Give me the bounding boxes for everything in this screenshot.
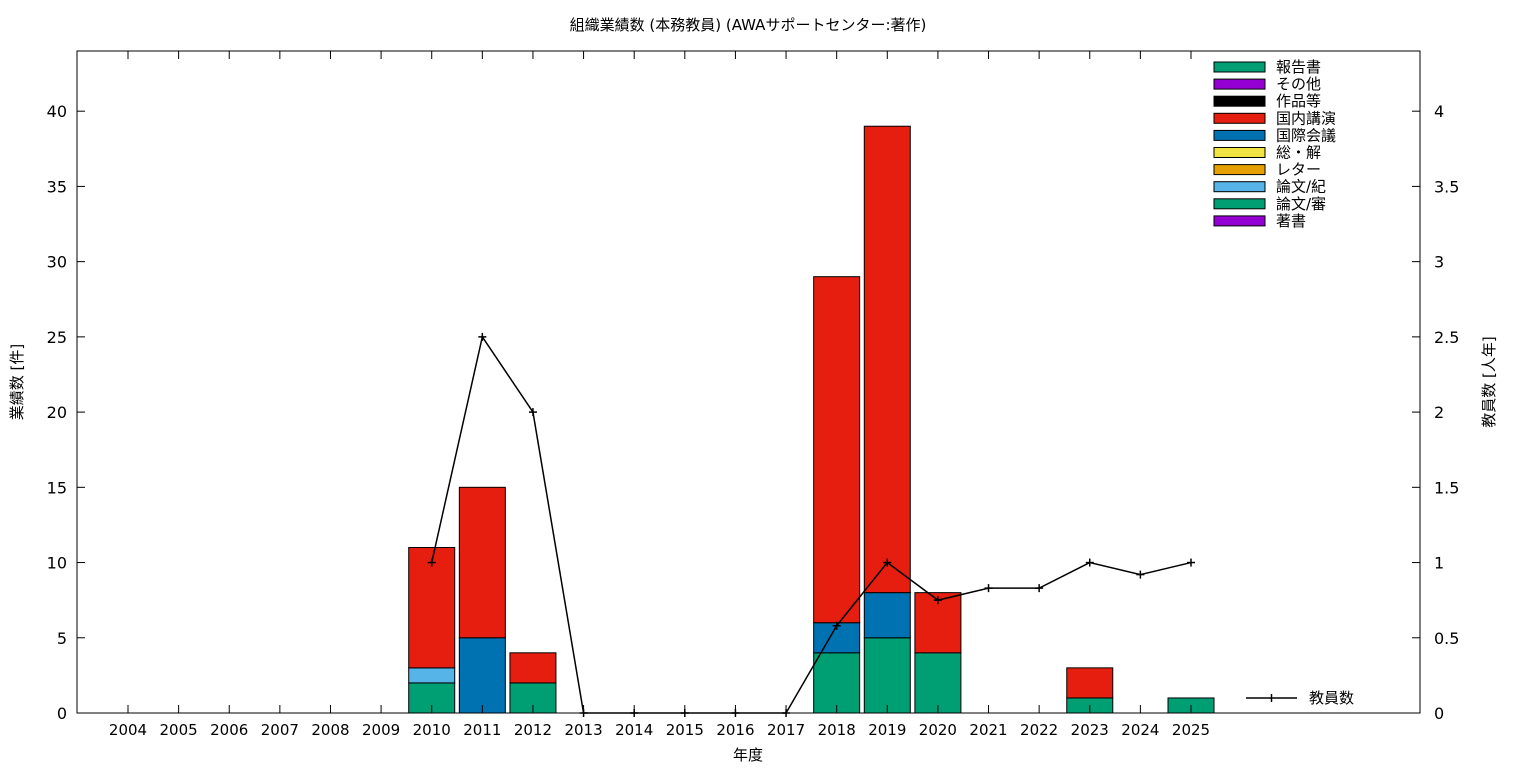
y2-tick-label: 3.5 <box>1434 177 1459 196</box>
y-tick-label: 10 <box>47 554 67 573</box>
y-tick-label: 15 <box>47 478 67 497</box>
legend-label-8: 論文/審 <box>1276 195 1326 213</box>
bars-group <box>408 125 1215 714</box>
legend-label-3: 国内講演 <box>1276 109 1336 127</box>
legend-label-0: 報告書 <box>1276 58 1321 76</box>
faculty-count-point-2022 <box>1035 584 1044 593</box>
faculty-count-point-2018 <box>832 621 841 630</box>
y-axis-label: 業績数 [件] <box>8 344 26 420</box>
x-tick-label: 2019 <box>868 721 906 739</box>
faculty-count-point-2019 <box>883 558 892 567</box>
y-tick-label: 20 <box>47 403 67 422</box>
legend-swatch-5 <box>1213 147 1266 158</box>
legend-swatch-9 <box>1213 215 1266 227</box>
faculty-count-point-2024 <box>1136 570 1145 579</box>
bar-2019-series-3 <box>863 125 911 594</box>
legend-swatch-4 <box>1213 129 1266 141</box>
legend-swatch-6 <box>1213 164 1266 176</box>
legend-swatch-1 <box>1213 78 1266 90</box>
legend-swatch-2 <box>1213 95 1266 107</box>
bar-2019-series-0 <box>863 637 911 714</box>
x-tick-label: 2007 <box>261 721 299 739</box>
x-tick-label: 2018 <box>818 721 856 739</box>
faculty-count-point-2011 <box>478 332 487 341</box>
x-tick-label: 2017 <box>767 721 805 739</box>
legend-label-4: 国際会議 <box>1276 126 1336 144</box>
x-tick-label: 2012 <box>514 721 552 739</box>
x-tick-label: 2005 <box>160 721 198 739</box>
x-tick-label: 2013 <box>564 721 602 739</box>
x-tick-label: 2023 <box>1071 721 1109 739</box>
y-tick-label: 35 <box>47 177 67 196</box>
x-tick-label: 2006 <box>210 721 248 739</box>
y2-tick-label: 2 <box>1434 403 1444 422</box>
y-tick-label: 0 <box>57 704 67 723</box>
faculty-count-point-2023 <box>1085 558 1094 567</box>
legend-label-7: 論文/紀 <box>1276 178 1326 196</box>
faculty-count-point-2021 <box>984 584 993 593</box>
x-axis-label: 年度 <box>733 746 763 764</box>
faculty-count-point-2010 <box>427 558 436 567</box>
faculty-count-point-2025 <box>1187 558 1195 567</box>
x-tick-label: 2009 <box>362 721 400 739</box>
legend-swatch-8 <box>1213 198 1266 210</box>
bar-2020-series-3 <box>914 592 962 654</box>
bar-2019-series-2 <box>863 592 911 639</box>
bar-2018-series-0 <box>813 652 861 714</box>
bar-2012-series-3 <box>509 652 557 684</box>
y2-tick-label: 4 <box>1434 102 1444 121</box>
bar-2010-series-1 <box>408 667 456 684</box>
y2-tick-label: 1 <box>1434 554 1444 573</box>
legend-swatch-0 <box>1213 61 1266 73</box>
x-tick-label: 2004 <box>109 721 147 739</box>
y-tick-label: 40 <box>47 102 67 121</box>
bar-2023-series-3 <box>1066 667 1114 699</box>
y-tick-label: 30 <box>47 253 67 272</box>
x-tick-label: 2016 <box>716 721 754 739</box>
chart-title: 組織業績数 (本務教員) (AWAサポートセンター:著作) <box>570 16 927 34</box>
x-tick-label: 2008 <box>311 721 349 739</box>
legend-label-1: その他 <box>1276 75 1321 93</box>
y2-tick-label: 1.5 <box>1434 478 1459 497</box>
x-tick-label: 2024 <box>1121 721 1159 739</box>
legend-swatch-3 <box>1213 112 1266 124</box>
legend-label-2: 作品等 <box>1276 92 1321 110</box>
y2-tick-label: 0.5 <box>1434 629 1459 648</box>
legend-label-5: 総・解 <box>1276 144 1321 162</box>
bar-2010-series-3 <box>408 547 456 669</box>
y2-tick-label: 2.5 <box>1434 328 1459 347</box>
y-tick-label: 5 <box>57 629 67 648</box>
x-tick-label: 2010 <box>413 721 451 739</box>
legend-swatch-7 <box>1213 181 1266 193</box>
x-tick-label: 2015 <box>666 721 704 739</box>
legend-label-9: 著書 <box>1276 212 1306 230</box>
x-tick-label: 2014 <box>615 721 653 739</box>
x-tick-label: 2021 <box>969 721 1007 739</box>
bar-2011-series-2 <box>458 637 506 714</box>
y2-tick-label: 0 <box>1434 704 1444 723</box>
bar-2011-series-3 <box>458 486 506 639</box>
x-tick-label: 2025 <box>1172 721 1210 739</box>
faculty-count-point-2020 <box>933 596 942 605</box>
legend-label-6: レター <box>1276 161 1321 179</box>
faculty-count-line <box>430 334 1192 714</box>
faculty-count-point-2012 <box>528 408 537 417</box>
bar-2018-series-3 <box>813 276 861 624</box>
y2-tick-label: 3 <box>1434 253 1444 272</box>
x-tick-label: 2022 <box>1020 721 1058 739</box>
legend-line-label: 教員数 <box>1309 689 1354 707</box>
line-series-group <box>427 332 1195 717</box>
y2-axis-label: 教員数 [人年] <box>1480 336 1498 427</box>
y-tick-label: 25 <box>47 328 67 347</box>
x-tick-label: 2011 <box>463 721 501 739</box>
x-tick-label: 2020 <box>919 721 957 739</box>
bar-2020-series-0 <box>914 652 962 714</box>
